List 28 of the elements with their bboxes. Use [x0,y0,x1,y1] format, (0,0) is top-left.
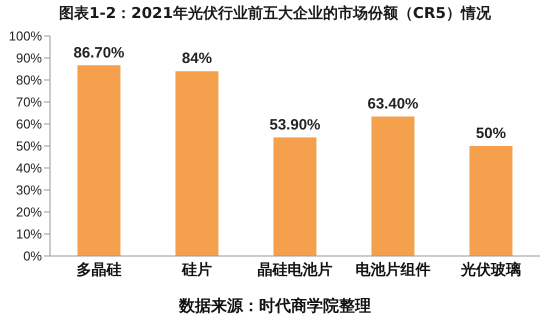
data-label: 50% [476,125,506,142]
bar [469,146,512,256]
chart-title: 图表1-2：2021年光伏行业前五大企业的市场份额（CR5）情况 [58,4,492,23]
x-tick-label: 硅片 [181,260,212,279]
x-tick-label: 光伏玻璃 [460,260,521,279]
data-label: 84% [182,50,212,68]
y-tick-label: 40% [16,160,42,176]
x-tick-label: 电池片组件 [356,260,430,279]
y-tick-label: 70% [16,94,42,110]
bar [77,65,120,256]
y-tick-label: 90% [16,50,42,66]
x-tick-label: 多晶硅 [76,260,122,279]
x-tick-label: 晶硅电池片 [258,260,332,279]
data-label: 53.90% [270,116,320,134]
y-tick-label: 60% [16,116,42,132]
bar [371,116,414,256]
bar [273,137,316,256]
data-label: 86.70% [74,44,124,62]
source-note: 数据来源：时代商学院整理 [178,296,372,317]
y-tick-label: 80% [16,72,42,88]
y-tick-label: 100% [8,28,42,44]
y-tick-label: 0% [23,248,42,264]
y-tick-label: 20% [16,204,42,220]
y-tick-label: 50% [16,138,42,154]
bar [175,71,218,256]
y-tick-label: 30% [16,182,42,198]
y-tick-label: 10% [16,226,42,242]
data-label: 63.40% [368,96,418,113]
